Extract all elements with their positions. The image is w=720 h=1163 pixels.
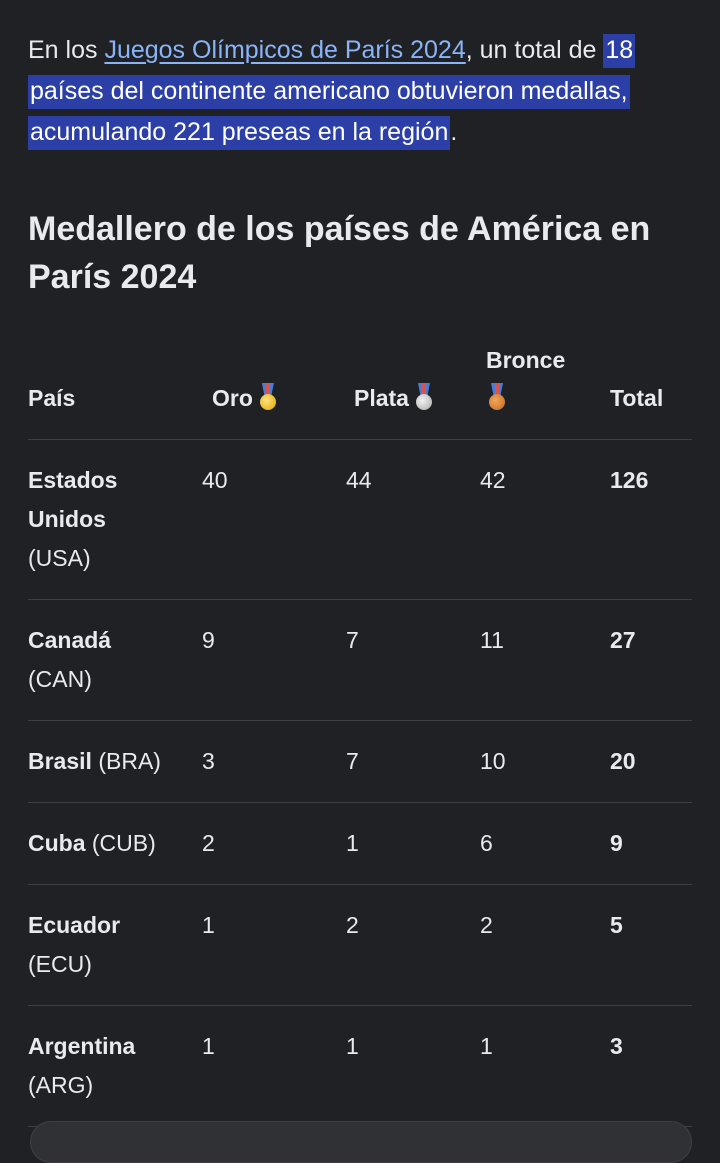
section-heading: Medallero de los países de América en Pa… — [28, 210, 651, 296]
header-country: País — [28, 341, 200, 440]
bronze-count: 10 — [478, 720, 610, 803]
bronze-medal-icon — [488, 383, 506, 411]
total-count: 20 — [610, 720, 692, 803]
gold-count: 9 — [200, 599, 344, 721]
gold-medal-icon — [259, 383, 277, 411]
intro-suffix: . — [450, 118, 458, 146]
country-code: (ARG) — [28, 1072, 94, 1098]
bronze-count: 11 — [478, 599, 610, 721]
country-cell: Argentina (ARG) — [28, 1005, 200, 1127]
intro-paragraph: En los Juegos Olímpicos de París 2024, u… — [28, 30, 692, 153]
gold-count: 2 — [200, 802, 344, 885]
olympics-link[interactable]: Juegos Olímpicos de París 2024 — [104, 36, 466, 64]
bronze-count: 6 — [478, 802, 610, 885]
country-name: Estados Unidos — [28, 467, 118, 532]
country-name: Canadá — [28, 627, 112, 653]
country-name: Cuba — [28, 830, 86, 856]
silver-count: 1 — [344, 1005, 478, 1127]
country-cell: Cuba (CUB) — [28, 802, 200, 885]
total-count: 126 — [610, 439, 692, 600]
total-count: 3 — [610, 1005, 692, 1127]
gold-count: 3 — [200, 720, 344, 803]
table-row: Canadá (CAN) 9 7 11 27 — [28, 599, 692, 721]
header-silver: Plata — [344, 341, 478, 440]
article-content: En los Juegos Olímpicos de París 2024, u… — [28, 0, 692, 1127]
gold-count: 1 — [200, 884, 344, 1006]
country-name: Ecuador — [28, 912, 121, 938]
total-count: 9 — [610, 802, 692, 885]
silver-count: 2 — [344, 884, 478, 1006]
header-total: Total — [610, 341, 692, 440]
table-row: Estados Unidos (USA) 40 44 42 126 — [28, 439, 692, 600]
country-cell: Canadá (CAN) — [28, 599, 200, 721]
table-row: Ecuador (ECU) 1 2 2 5 — [28, 884, 692, 1006]
country-code: (BRA) — [98, 748, 161, 774]
intro-after-link: , un total de — [465, 36, 604, 64]
silver-count: 7 — [344, 720, 478, 803]
country-code: (USA) — [28, 545, 91, 571]
silver-medal-icon — [415, 383, 433, 411]
country-name: Argentina — [28, 1033, 136, 1059]
intro-prefix: En los — [28, 36, 105, 64]
country-code: (CUB) — [91, 830, 156, 856]
total-count: 5 — [610, 884, 692, 1006]
gold-count: 1 — [200, 1005, 344, 1127]
table-row: Brasil (BRA) 3 7 10 20 — [28, 720, 692, 803]
header-bronze: Bronce — [478, 341, 610, 440]
silver-count: 1 — [344, 802, 478, 885]
total-count: 27 — [610, 599, 692, 721]
header-silver-label: Plata — [354, 385, 409, 411]
bottom-input-bar[interactable] — [30, 1121, 692, 1163]
header-gold: Oro — [200, 341, 344, 440]
country-cell: Ecuador (ECU) — [28, 884, 200, 1006]
gold-count: 40 — [200, 439, 344, 600]
silver-count: 44 — [344, 439, 478, 600]
bronze-count: 42 — [478, 439, 610, 600]
country-cell: Estados Unidos (USA) — [28, 439, 200, 600]
country-code: (CAN) — [28, 666, 92, 692]
header-gold-label: Oro — [212, 385, 253, 411]
table-header-row: País Oro Plata Bronce Total — [28, 341, 692, 440]
country-name: Brasil — [28, 748, 92, 774]
country-code: (ECU) — [28, 951, 92, 977]
table-row: Argentina (ARG) 1 1 1 3 — [28, 1005, 692, 1127]
medal-table: País Oro Plata Bronce Total Estados Unid… — [28, 341, 692, 1127]
table-row: Cuba (CUB) 2 1 6 9 — [28, 802, 692, 885]
country-cell: Brasil (BRA) — [28, 720, 200, 803]
silver-count: 7 — [344, 599, 478, 721]
bronze-count: 2 — [478, 884, 610, 1006]
bronze-count: 1 — [478, 1005, 610, 1127]
header-bronze-label: Bronce — [486, 347, 566, 373]
